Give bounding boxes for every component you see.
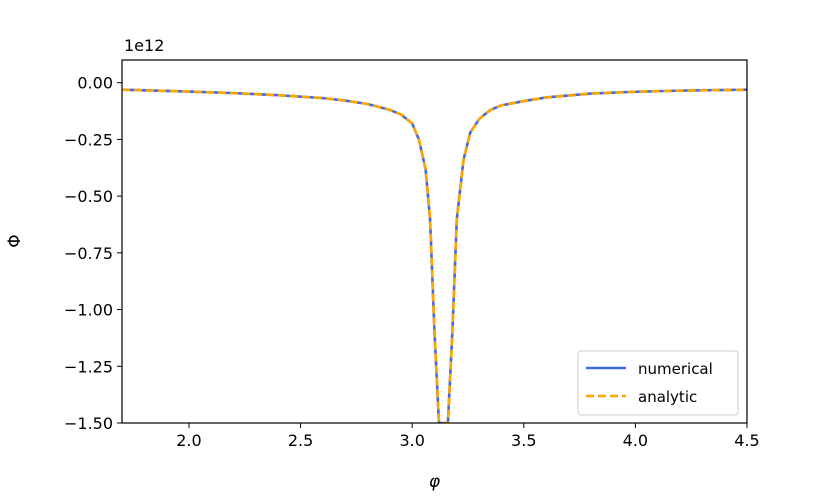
legend: numerical analytic [577,350,739,416]
y-axis-ticks: 0.00 −0.25 −0.50 −0.75 −1.00 −1.25 −1.50 [64,74,122,433]
plot-frame [121,59,748,424]
y-tick-label: −1.50 [64,414,113,433]
x-tick-label: 2.5 [288,431,313,450]
y-offset-label: 1e12 [124,36,164,55]
legend-label-numerical: numerical [638,360,713,378]
x-tick-label: 3.5 [511,431,536,450]
x-tick-label: 3.0 [399,431,424,450]
y-tick-label: −1.00 [64,301,113,320]
y-tick-label: −1.25 [64,357,113,376]
y-tick-label: 0.00 [77,74,113,93]
series-line-analytic [122,88,747,423]
x-axis-ticks: 2.0 2.5 3.0 3.5 4.0 4.5 [176,423,760,450]
y-tick-label: −0.75 [64,244,113,263]
y-axis-label: Φ [5,234,25,247]
x-tick-label: 2.0 [176,431,201,450]
legend-label-analytic: analytic [638,388,697,406]
y-tick-label: −0.25 [64,130,113,149]
plot-lines [122,88,747,423]
x-tick-label: 4.0 [623,431,648,450]
x-tick-label: 4.5 [734,431,759,450]
y-tick-label: −0.50 [64,187,113,206]
x-axis-label: φ [429,472,441,492]
